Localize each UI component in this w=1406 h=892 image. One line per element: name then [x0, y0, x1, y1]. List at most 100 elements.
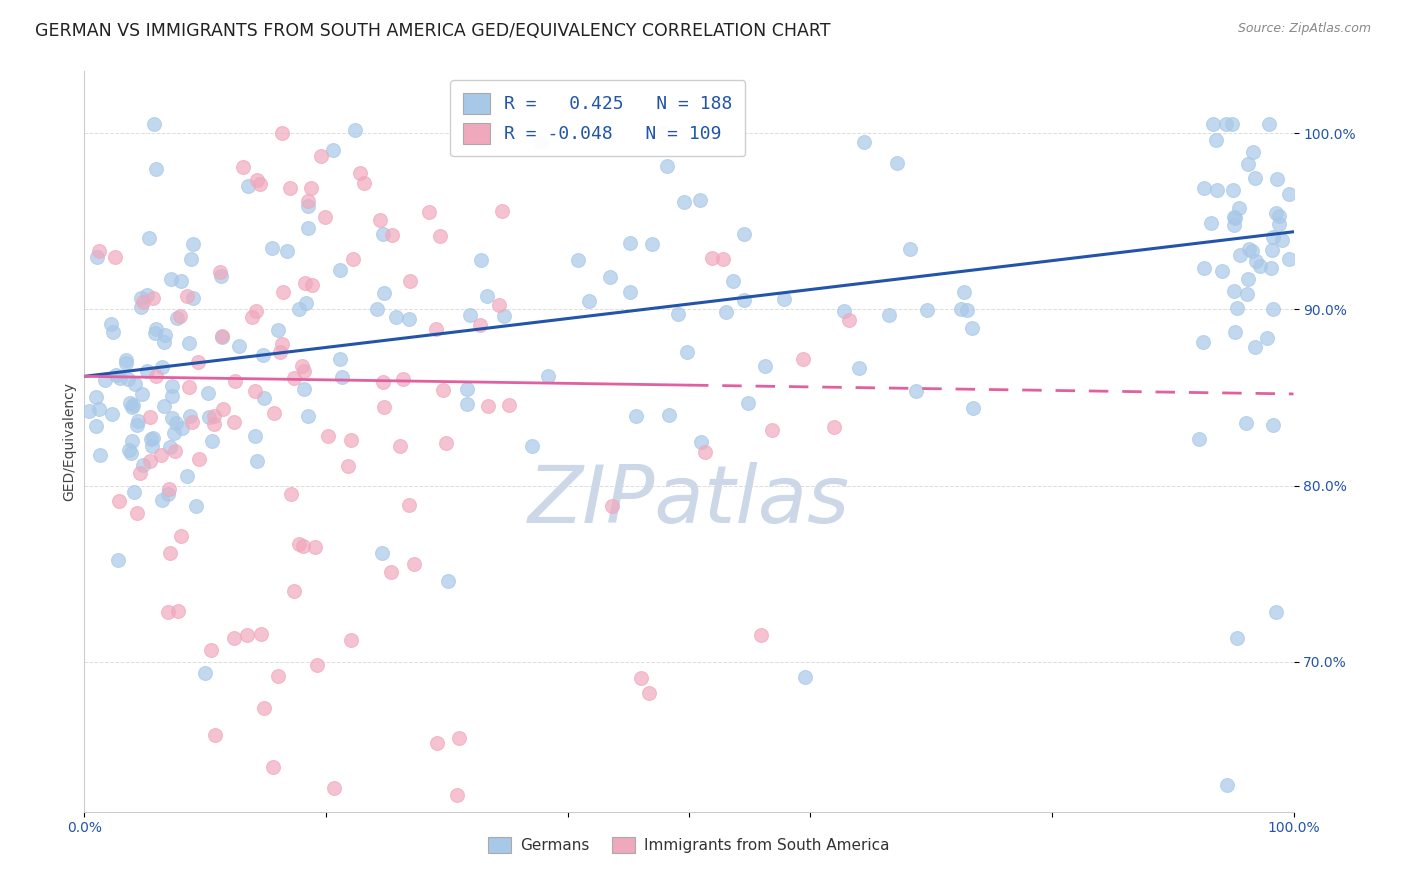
Point [1220, 117, 1243, 131]
Point [145, 161, 167, 176]
Point [1211, 264, 1233, 278]
Point [578, 293, 600, 308]
Point [292, 382, 315, 396]
Point [949, 301, 972, 316]
Point [163, 425, 186, 440]
Point [253, 701, 276, 715]
Point [429, 229, 451, 244]
Point [150, 359, 173, 374]
Point [1261, 229, 1284, 244]
Point [120, 395, 142, 409]
Point [488, 298, 510, 312]
Point [1222, 183, 1244, 197]
Point [599, 270, 621, 285]
Point [141, 432, 163, 446]
Point [658, 408, 681, 422]
Point [243, 428, 266, 442]
Point [314, 210, 336, 224]
Point [243, 384, 266, 398]
Point [915, 302, 938, 317]
Point [630, 671, 652, 685]
Point [260, 241, 283, 255]
Point [159, 483, 181, 497]
Point [1249, 259, 1271, 273]
Point [163, 444, 186, 458]
Point [228, 338, 250, 352]
Point [1226, 301, 1249, 315]
Point [160, 410, 183, 425]
Point [1278, 187, 1301, 202]
Point [673, 195, 696, 210]
Point [232, 160, 254, 174]
Point [353, 176, 375, 190]
Point [1223, 284, 1246, 298]
Point [322, 143, 344, 157]
Point [105, 368, 128, 382]
Point [339, 434, 361, 448]
Point [373, 285, 395, 300]
Point [339, 632, 361, 647]
Point [167, 605, 190, 619]
Point [187, 451, 209, 466]
Point [176, 289, 198, 303]
Point [118, 442, 141, 457]
Point [1223, 326, 1246, 340]
Point [150, 492, 173, 507]
Point [1229, 248, 1251, 262]
Point [224, 375, 246, 389]
Point [1264, 206, 1286, 220]
Point [139, 409, 162, 424]
Point [567, 253, 589, 268]
Point [343, 123, 366, 137]
Point [323, 781, 346, 796]
Point [153, 334, 176, 349]
Point [832, 303, 855, 318]
Point [108, 493, 131, 508]
Point [470, 318, 492, 332]
Point [129, 466, 152, 480]
Point [89, 448, 111, 462]
Point [456, 397, 478, 411]
Point [292, 539, 315, 553]
Point [1258, 117, 1281, 131]
Point [689, 193, 711, 207]
Point [245, 303, 267, 318]
Point [381, 228, 404, 243]
Point [145, 326, 167, 340]
Point [773, 292, 796, 306]
Point [437, 574, 460, 588]
Point [655, 159, 678, 173]
Point [1260, 260, 1282, 275]
Point [280, 487, 302, 501]
Point [1261, 243, 1284, 257]
Point [240, 310, 263, 324]
Point [342, 252, 364, 266]
Point [1243, 340, 1265, 354]
Point [477, 399, 499, 413]
Point [108, 370, 131, 384]
Point [716, 305, 738, 319]
Point [398, 498, 420, 512]
Point [291, 359, 314, 373]
Point [250, 627, 273, 641]
Point [183, 291, 205, 305]
Point [1216, 778, 1239, 792]
Point [733, 227, 755, 241]
Point [136, 288, 159, 302]
Point [456, 382, 478, 396]
Point [366, 302, 388, 317]
Point [297, 199, 319, 213]
Point [1215, 117, 1237, 131]
Point [638, 686, 661, 700]
Point [165, 416, 187, 430]
Point [953, 285, 976, 299]
Point [1227, 201, 1250, 215]
Point [349, 166, 371, 180]
Point [1236, 287, 1258, 301]
Point [1278, 252, 1301, 267]
Point [101, 407, 124, 421]
Point [209, 269, 232, 284]
Point [263, 406, 285, 420]
Point [737, 395, 759, 409]
Point [122, 398, 145, 412]
